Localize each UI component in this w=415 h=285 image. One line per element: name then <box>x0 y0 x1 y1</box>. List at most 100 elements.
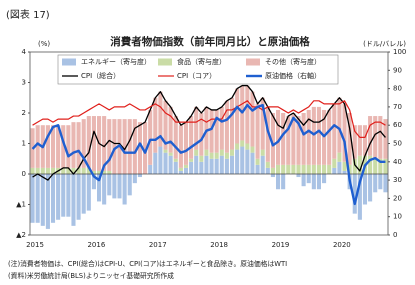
bar <box>357 125 362 156</box>
bar <box>286 116 291 165</box>
bar <box>362 174 368 205</box>
bar <box>183 122 189 165</box>
bar <box>322 109 327 165</box>
bar <box>316 106 322 165</box>
line <box>32 84 386 181</box>
y-axis-label: (%) <box>38 40 50 48</box>
bar <box>240 146 245 174</box>
bar <box>189 158 194 162</box>
bar <box>245 149 250 174</box>
bar <box>291 164 296 174</box>
bar <box>296 116 301 165</box>
y2-tick-label: 60 <box>393 121 402 129</box>
bar <box>316 174 322 190</box>
bar <box>204 106 209 150</box>
bar <box>91 170 96 174</box>
bar <box>240 140 245 147</box>
bar <box>219 155 224 174</box>
bar <box>265 106 270 162</box>
bar <box>173 161 178 174</box>
bar <box>214 109 219 153</box>
bar <box>163 100 168 150</box>
bar <box>332 158 337 168</box>
bar <box>209 152 214 159</box>
bar <box>61 125 66 168</box>
bar <box>194 155 199 174</box>
y-tick-label: 1 <box>22 140 26 148</box>
y2-tick-label: 20 <box>393 194 402 202</box>
bar <box>378 116 383 159</box>
bar <box>50 125 56 168</box>
bar <box>291 113 296 165</box>
y2-tick-label: 50 <box>393 140 402 148</box>
x-tick-label: 2018 <box>210 241 228 249</box>
bar <box>61 167 66 174</box>
x-tick-label: 2017 <box>149 241 167 249</box>
bar <box>153 97 158 153</box>
bar <box>35 125 40 168</box>
bar <box>173 158 178 162</box>
y2-tick-label: 80 <box>393 85 402 93</box>
legend-swatch <box>246 58 260 66</box>
bar <box>127 174 132 196</box>
bar <box>301 113 306 165</box>
bar <box>255 164 260 174</box>
bar <box>102 116 107 171</box>
bar <box>189 161 194 174</box>
bar <box>362 125 368 156</box>
bar <box>204 155 209 174</box>
bar <box>71 122 76 168</box>
y2-tick-label: 0 <box>393 231 397 239</box>
bar <box>66 167 71 174</box>
bar <box>337 161 342 174</box>
bar <box>296 174 301 178</box>
bar <box>112 174 117 199</box>
bar <box>347 164 352 174</box>
bar <box>183 164 189 168</box>
bar <box>219 149 224 156</box>
bar <box>260 155 265 174</box>
bar <box>245 85 250 144</box>
bar <box>373 158 378 174</box>
x-tick-label: 2016 <box>87 241 105 249</box>
bar <box>378 158 383 174</box>
bar <box>296 164 301 174</box>
legend-label: CPI（総合） <box>81 71 120 80</box>
bar <box>352 174 357 214</box>
x-tick-label: 2020 <box>333 241 351 249</box>
bar <box>102 174 107 205</box>
bar <box>163 149 168 153</box>
bar <box>311 174 316 190</box>
bar <box>342 170 347 174</box>
bar <box>245 143 250 150</box>
chart-title: 消費者物価指数（前年同月比）と原油価格 <box>110 35 310 48</box>
bar <box>270 113 275 168</box>
bar <box>337 97 342 153</box>
bar <box>71 167 76 174</box>
bar <box>50 167 56 174</box>
bar <box>352 125 357 159</box>
bar <box>168 106 173 153</box>
bar <box>30 174 35 223</box>
bar <box>132 174 137 184</box>
bar <box>132 119 137 174</box>
bar <box>229 155 235 174</box>
bar <box>373 116 378 159</box>
bar <box>107 174 112 196</box>
bar <box>306 109 311 165</box>
bar <box>81 174 86 214</box>
bar <box>250 152 255 174</box>
y2-tick-label: 100 <box>393 48 406 56</box>
bar <box>235 149 240 174</box>
legend-label: CPI（コア） <box>177 72 216 80</box>
legend-label: その他（寄与度） <box>265 57 321 66</box>
bar <box>91 174 96 190</box>
y-tick-label: ▲2 <box>16 231 26 239</box>
bar <box>199 155 204 162</box>
legend-label: エネルギー（寄与度） <box>81 57 151 66</box>
legend-box <box>57 54 339 85</box>
bar <box>332 103 337 159</box>
bar <box>265 167 270 174</box>
y2-tick-label: 30 <box>393 176 402 184</box>
